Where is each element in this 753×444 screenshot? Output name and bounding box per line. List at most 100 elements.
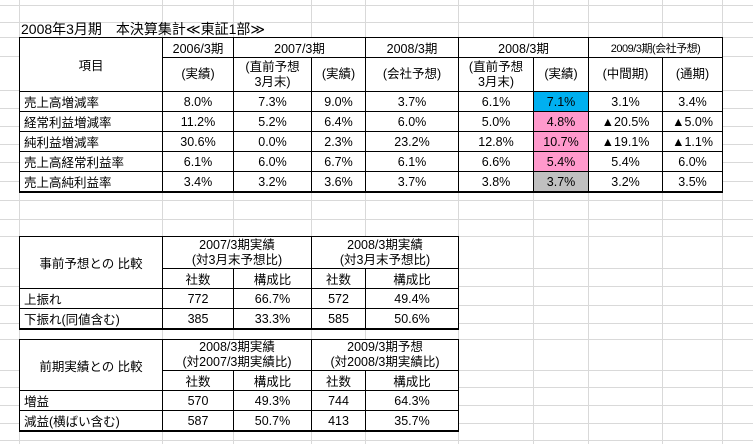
gridline [0,440,753,441]
cell[interactable]: 772 [162,288,234,309]
cell[interactable]: 6.4% [310,111,367,132]
cell[interactable]: 11.2% [162,111,234,132]
gridline [0,5,753,6]
cell[interactable]: 30.6% [162,131,234,152]
cell[interactable]: 6.1% [365,151,460,172]
cell[interactable]: 3.2% [233,171,312,193]
col-group-2007-actual[interactable]: 2007/3期実績 (対3月末予想比) [162,236,312,269]
col-group-2007[interactable]: 2007/3期 [232,37,367,58]
row-label[interactable]: 純利益増減率 [19,131,163,152]
previous-table-header[interactable]: 前期実績との 比較 [19,339,163,391]
subheader[interactable]: (会社予想) [365,57,460,92]
subheader-companies[interactable]: 社数 [311,370,366,391]
gridline [458,0,459,444]
table-row: 純利益増減率 30.6% 0.0% 2.3% 23.2% 12.8% 10.7%… [19,131,724,152]
highlighted-cell[interactable]: 7.1% [533,91,590,112]
cell[interactable]: 413 [311,410,366,432]
cell[interactable]: 744 [311,390,366,411]
subheader[interactable]: (通期) [662,57,724,92]
highlighted-cell[interactable]: 5.4% [533,151,590,172]
cell[interactable]: 33.3% [233,308,312,330]
subheader[interactable]: (実績) [310,57,367,92]
col-group-2008-actual[interactable]: 2008/3期実績 (対3月末予想比) [311,236,459,269]
cell[interactable]: 6.7% [310,151,367,172]
row-label[interactable]: 下振れ(同値含む) [19,308,163,330]
cell[interactable]: ▲1.1% [662,131,724,152]
cell[interactable]: 3.7% [365,91,460,112]
cell[interactable]: 3.2% [588,171,664,193]
forecast-table-header[interactable]: 事前予想との 比較 [19,236,163,289]
cell[interactable]: 64.3% [365,390,459,411]
cell[interactable]: 2.3% [310,131,367,152]
row-label[interactable]: 経常利益増減率 [19,111,163,132]
subheader-companies[interactable]: 社数 [162,268,234,289]
cell[interactable]: 6.6% [458,151,535,172]
subheader[interactable]: (直前予想 3月末) [458,57,535,92]
row-label[interactable]: 売上高純利益率 [19,171,163,193]
cell[interactable]: 49.4% [365,288,459,309]
cell[interactable]: 12.8% [458,131,535,152]
sheet-title[interactable]: 2008年3月期 本決算集計≪東証1部≫ [21,21,266,37]
highlighted-cell[interactable]: 4.8% [533,111,590,132]
gridline [0,22,753,23]
cell[interactable]: 6.0% [233,151,312,172]
cell[interactable]: 6.1% [162,151,234,172]
cell[interactable]: 570 [162,390,234,411]
subheader-share[interactable]: 構成比 [233,268,312,289]
col-group-2008[interactable]: 2008/3期 [458,37,590,58]
cell[interactable]: ▲20.5% [588,111,664,132]
cell[interactable]: 585 [311,308,366,330]
cell[interactable]: 49.3% [233,390,312,411]
cell[interactable]: 5.2% [233,111,312,132]
cell[interactable]: 6.0% [662,151,724,172]
cell[interactable]: 3.4% [162,171,234,193]
row-label[interactable]: 売上高経常利益率 [19,151,163,172]
row-label[interactable]: 売上高増減率 [19,91,163,112]
col-group-2009[interactable]: 2009/3期(会社予想) [588,37,724,58]
row-label[interactable]: 減益(横ばい含む) [19,410,163,432]
cell[interactable]: 0.0% [233,131,312,152]
cell[interactable]: 3.1% [588,91,664,112]
subheader[interactable]: (実績) [162,57,234,92]
cell[interactable]: 8.0% [162,91,234,112]
cell[interactable]: 66.7% [233,288,312,309]
cell[interactable]: 3.7% [365,171,460,193]
subheader-companies[interactable]: 社数 [162,370,234,391]
main-item-header[interactable]: 項目 [19,37,163,92]
subheader[interactable]: (実績) [533,57,590,92]
subheader-share[interactable]: 構成比 [365,268,459,289]
cell[interactable]: ▲19.1% [588,131,664,152]
cell[interactable]: 3.4% [662,91,724,112]
cell[interactable]: 35.7% [365,410,459,432]
cell[interactable]: 6.1% [458,91,535,112]
highlighted-cell[interactable]: 10.7% [533,131,590,152]
cell[interactable]: 7.3% [233,91,312,112]
col-group-2009-forecast[interactable]: 2009/3期予想 (対2008/3期実績比) [311,339,459,371]
cell[interactable]: 23.2% [365,131,460,152]
cell[interactable]: 50.7% [233,410,312,432]
cell[interactable]: 5.0% [458,111,535,132]
col-group-2008-forecast[interactable]: 2008/3期 [365,37,460,58]
subheader-companies[interactable]: 社数 [311,268,366,289]
table-row: 経常利益増減率 11.2% 5.2% 6.4% 6.0% 5.0% 4.8% ▲… [19,111,724,132]
cell[interactable]: 6.0% [365,111,460,132]
cell[interactable]: 572 [311,288,366,309]
cell[interactable]: 587 [162,410,234,432]
cell[interactable]: 3.6% [310,171,367,193]
highlighted-cell[interactable]: 3.7% [533,171,590,193]
cell[interactable]: 3.8% [458,171,535,193]
subheader[interactable]: (中間期) [588,57,664,92]
row-label[interactable]: 増益 [19,390,163,411]
subheader-share[interactable]: 構成比 [233,370,312,391]
cell[interactable]: 9.0% [310,91,367,112]
col-group-2008-actual[interactable]: 2008/3期実績 (対2007/3期実績比) [162,339,312,371]
row-label[interactable]: 上振れ [19,288,163,309]
cell[interactable]: 50.6% [365,308,459,330]
cell[interactable]: 5.4% [588,151,664,172]
cell[interactable]: ▲5.0% [662,111,724,132]
cell[interactable]: 3.5% [662,171,724,193]
subheader-share[interactable]: 構成比 [365,370,459,391]
subheader[interactable]: (直前予想 3月末) [233,57,312,92]
col-group-2006[interactable]: 2006/3期 [162,37,234,58]
cell[interactable]: 385 [162,308,234,330]
